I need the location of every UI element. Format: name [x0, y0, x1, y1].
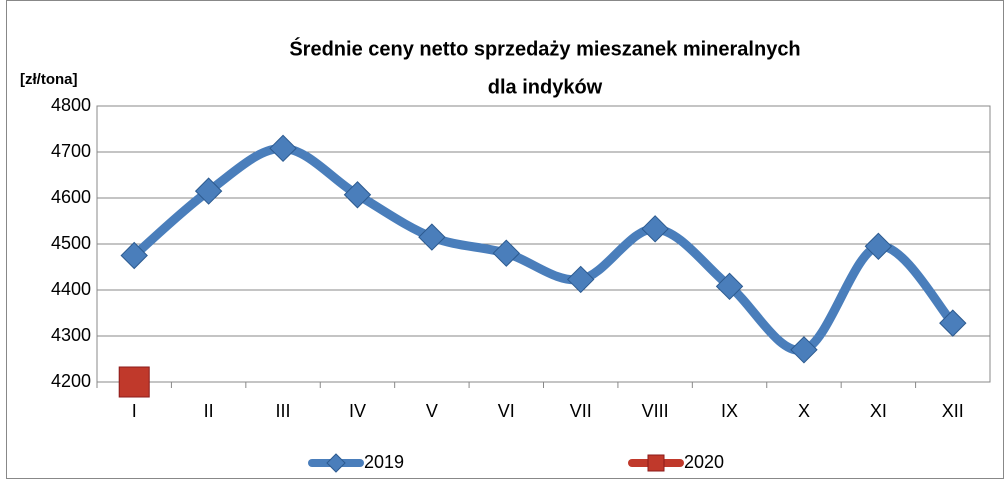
y-tick-label: 4200: [51, 371, 91, 391]
marker: [343, 181, 372, 209]
y-tick-label: 4700: [51, 141, 91, 161]
legend-marker: [326, 453, 346, 473]
y-axis-label: [zł/tona]: [20, 71, 78, 88]
x-tick-label: III: [276, 401, 291, 421]
marker: [118, 366, 150, 398]
marker: [120, 241, 148, 270]
x-tick-label: XII: [942, 401, 964, 421]
marker: [641, 215, 669, 243]
marker: [269, 134, 297, 163]
x-tick-label: II: [204, 401, 214, 421]
marker: [492, 239, 520, 267]
y-tick-label: 4800: [51, 95, 91, 115]
marker: [939, 309, 967, 337]
marker: [715, 272, 744, 301]
y-tick-label: 4300: [51, 325, 91, 345]
y-tick-label: 4600: [51, 187, 91, 207]
y-tick-label: 4500: [51, 233, 91, 253]
x-tick-label: VI: [498, 401, 515, 421]
legend-label: 2019: [364, 452, 404, 472]
x-tick-label: VII: [570, 401, 592, 421]
x-tick-label: VIII: [642, 401, 669, 421]
x-tick-label: I: [132, 401, 137, 421]
marker: [418, 223, 446, 251]
chart-title: Średnie ceny netto sprzedaży mieszanek m…: [289, 36, 800, 60]
x-tick-label: XI: [870, 401, 887, 421]
x-tick-label: IV: [349, 401, 366, 421]
marker: [864, 232, 893, 261]
chart-border: [6, 0, 1004, 479]
legend-label: 2020: [684, 452, 724, 472]
y-tick-label: 4400: [51, 279, 91, 299]
marker: [790, 336, 818, 364]
x-tick-label: IX: [721, 401, 738, 421]
x-tick-label: V: [426, 401, 438, 421]
legend-marker: [647, 454, 665, 472]
marker: [567, 265, 595, 294]
x-tick-label: X: [798, 401, 810, 421]
chart-title: dla indyków: [488, 76, 603, 98]
marker: [194, 177, 223, 205]
